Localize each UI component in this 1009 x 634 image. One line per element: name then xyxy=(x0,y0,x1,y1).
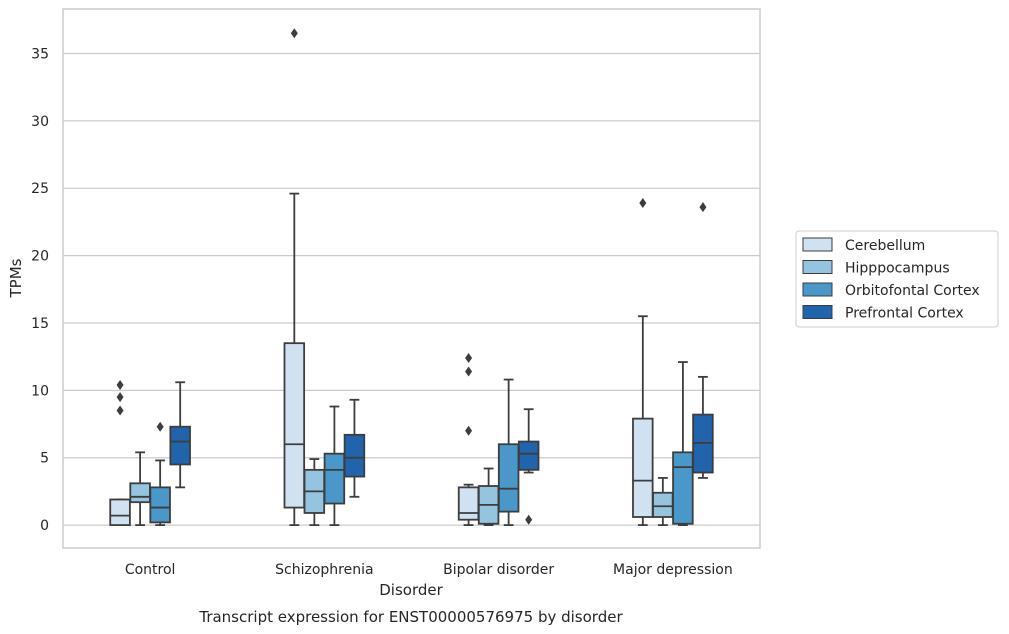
series-prefrontal-cortex xyxy=(169,202,714,525)
series-orbitofontal-cortex xyxy=(149,361,694,526)
y-axis-title: TPMs xyxy=(7,258,25,298)
box xyxy=(283,342,306,509)
legend-frame xyxy=(795,230,999,328)
outlier-point xyxy=(116,405,124,416)
legend-swatch xyxy=(802,260,833,274)
x-tick-label: Major depression xyxy=(613,562,733,578)
outlier-point xyxy=(290,28,298,39)
outlier-point xyxy=(116,392,124,403)
box xyxy=(517,440,540,471)
y-tick-label: 15 xyxy=(31,316,49,332)
chart-caption: Transcript expression for ENST0000057697… xyxy=(198,608,623,626)
y-tick-label: 5 xyxy=(40,451,49,467)
x-tick-label: Control xyxy=(125,562,176,578)
series-hipppocampus xyxy=(129,451,674,526)
grid-lines xyxy=(63,52,760,526)
legend-label: Orbitofontal Cortex xyxy=(845,283,980,299)
series-cerebellum xyxy=(109,28,654,526)
y-tick-label: 10 xyxy=(31,383,49,399)
outlier-point xyxy=(465,425,473,436)
y-tick-label: 25 xyxy=(31,181,49,197)
outlier-point xyxy=(116,379,124,390)
outlier-point xyxy=(465,366,473,377)
y-tick-labels: 0 5 10 15 20 25 30 35 xyxy=(31,46,49,534)
legend-swatch xyxy=(802,237,833,252)
box xyxy=(109,498,131,526)
outlier-point xyxy=(699,202,707,213)
y-tick-label: 0 xyxy=(40,518,49,534)
box xyxy=(323,452,346,505)
box xyxy=(457,486,480,521)
y-tick-label: 30 xyxy=(31,114,49,130)
box xyxy=(497,443,520,513)
box xyxy=(652,491,674,518)
box xyxy=(129,482,151,504)
box xyxy=(343,433,366,478)
box xyxy=(149,486,171,524)
outlier-point xyxy=(465,353,473,364)
x-tick-labels: Control Schizophrenia Bipolar disorder Majo… xyxy=(125,562,733,578)
y-tick-label: 35 xyxy=(31,46,49,62)
outlier-point xyxy=(156,421,164,432)
box xyxy=(632,417,654,518)
y-tick-label: 20 xyxy=(31,249,49,265)
legend-label: Hipppocampus xyxy=(845,261,950,277)
x-tick-label: Schizophrenia xyxy=(275,562,373,578)
x-tick-label: Bipolar disorder xyxy=(443,562,554,578)
box xyxy=(169,425,191,466)
legend-swatch xyxy=(802,282,833,297)
legend-swatch xyxy=(802,305,833,319)
x-axis-title: Disorder xyxy=(379,581,443,599)
legend-label: Prefrontal Cortex xyxy=(845,306,964,322)
box xyxy=(672,451,694,525)
outlier-point xyxy=(639,198,647,209)
box-series xyxy=(109,28,714,526)
plot-area-frame xyxy=(62,8,761,549)
legend: Cerebellum Hipppocampus Orbitofontal Corte… xyxy=(795,230,999,328)
legend-label: Cerebellum xyxy=(845,238,925,254)
outlier-point xyxy=(525,514,533,525)
